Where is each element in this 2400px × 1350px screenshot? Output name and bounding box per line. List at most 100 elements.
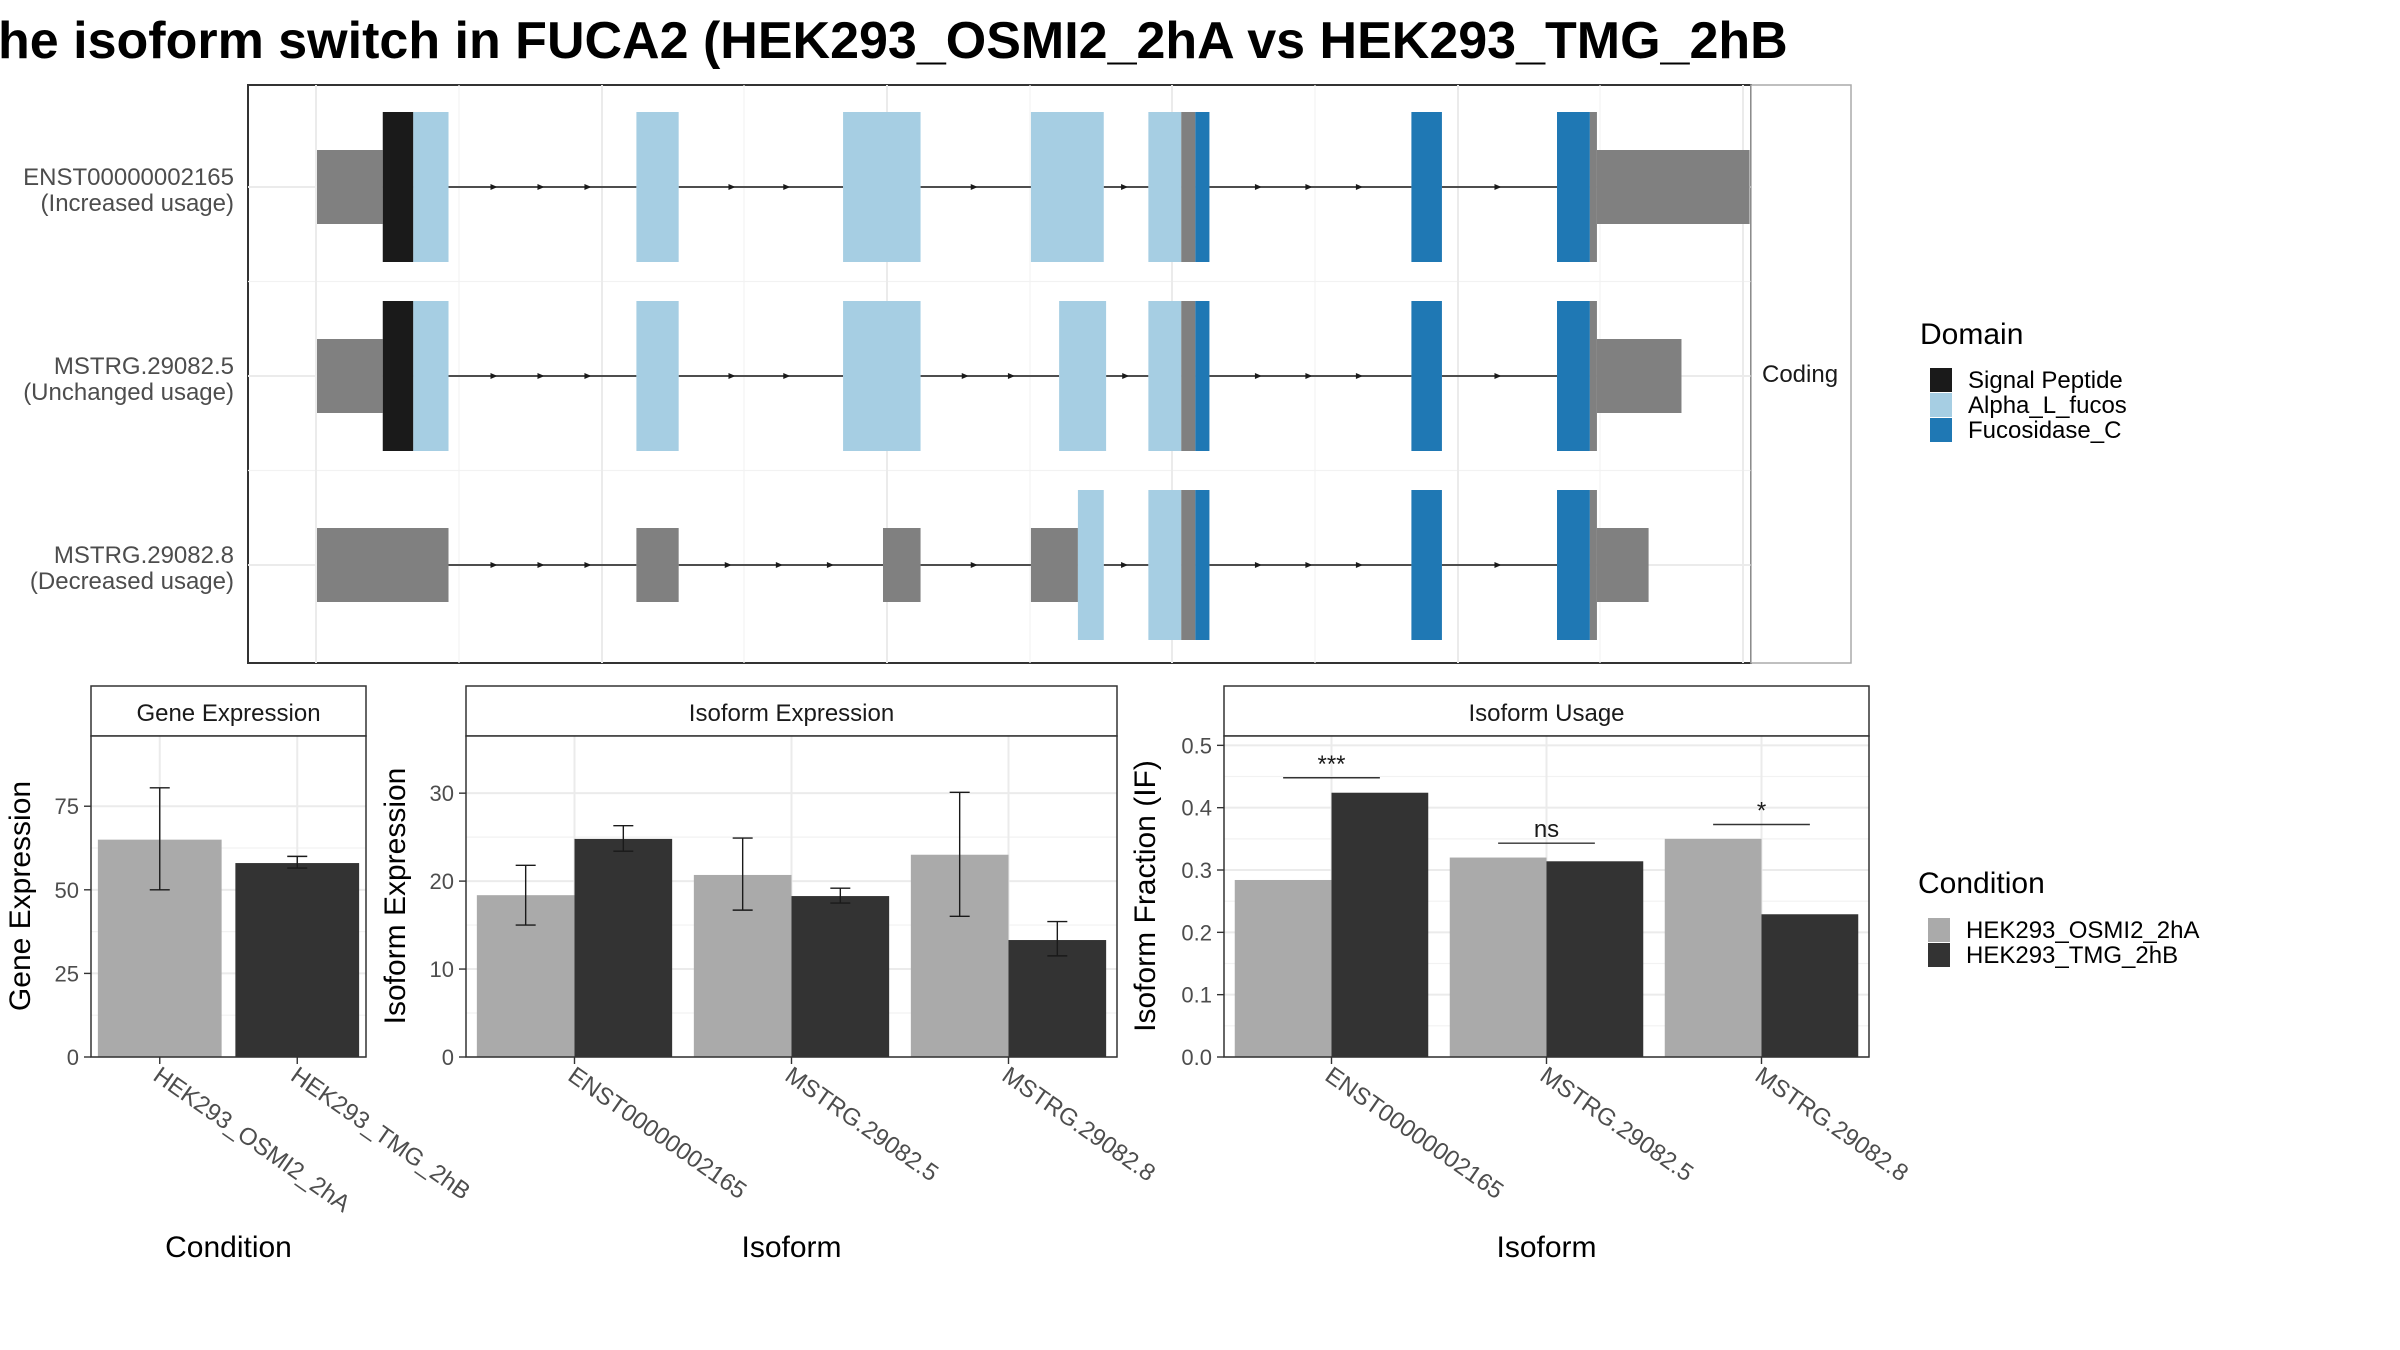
exon-segment [1059, 301, 1107, 451]
intron-arrowhead [1355, 373, 1363, 379]
intron-arrowhead [584, 184, 592, 190]
x-tick-label: MSTRG.29082.8 [997, 1062, 1160, 1187]
exon-segment [382, 301, 414, 451]
intron-arrowhead [490, 562, 498, 568]
intron-arrowhead [728, 373, 736, 379]
bar [791, 896, 890, 1057]
isoform-row-usage: (Increased usage) [41, 190, 234, 217]
exon-segment [1077, 490, 1104, 640]
exon-segment [1411, 301, 1442, 451]
intron-arrowhead [724, 562, 732, 568]
panel-title: Gene Expression [136, 700, 320, 727]
isoform-row-usage: (Unchanged usage) [23, 379, 234, 406]
exon-segment [636, 301, 679, 451]
exon-segment [1557, 112, 1590, 262]
intron-arrowhead [1122, 373, 1130, 379]
intron-arrowhead [1007, 373, 1015, 379]
exon-segment [1181, 301, 1196, 451]
exon-segment [1411, 490, 1442, 640]
exon-segment [1148, 490, 1182, 640]
exon-segment [1596, 150, 1750, 224]
exon-segment [1195, 490, 1210, 640]
intron-arrowhead [728, 184, 736, 190]
bar [574, 838, 673, 1057]
y-tick-label: 0 [67, 1045, 79, 1070]
coding-facet-strip [1750, 84, 1852, 664]
bar [1008, 940, 1107, 1057]
y-tick-label: 50 [55, 878, 79, 903]
significance-label: * [1757, 798, 1766, 825]
x-tick-label: MSTRG.29082.5 [1535, 1062, 1698, 1187]
domain-legend-swatch [1930, 368, 1952, 392]
exon-segment [1030, 528, 1078, 602]
domain-legend-label: Signal Peptide [1968, 367, 2123, 394]
exon-segment [1589, 490, 1597, 640]
expression-bar-panels: Gene Expression0255075HEK293_OSMI2_2hAHE… [4, 685, 1913, 1264]
exon-segment [317, 339, 383, 413]
intron-arrowhead [826, 562, 834, 568]
isoform-row-name: ENST00000002165 [23, 164, 234, 191]
panel-title-strip [1223, 685, 1870, 737]
y-axis-title: Gene Expression [4, 781, 37, 1011]
isoform-row-name: MSTRG.29082.5 [54, 353, 234, 380]
coding-facet-label: Coding [1762, 361, 1838, 388]
y-axis-title: Isoform Expression [379, 768, 412, 1025]
isoform-track [317, 301, 1682, 451]
isoform-structure-panel: Coding ENST00000002165(Increased usage) M… [23, 84, 1852, 664]
y-tick-label: 0.4 [1181, 796, 1212, 821]
exon-segment [1589, 112, 1597, 262]
x-tick-label: ENST00000002165 [1320, 1062, 1508, 1205]
intron-arrowhead [1305, 562, 1313, 568]
intron-arrowhead [1121, 184, 1129, 190]
x-tick-label: ENST00000002165 [563, 1062, 751, 1205]
intron-arrowhead [1494, 373, 1502, 379]
intron-arrowhead [1355, 562, 1363, 568]
intron-arrowhead [1305, 373, 1313, 379]
panel-title: Isoform Expression [689, 700, 894, 727]
exon-segment [413, 301, 449, 451]
y-tick-label: 20 [430, 869, 454, 894]
y-tick-label: 0.5 [1181, 733, 1212, 758]
y-tick-label: 0.0 [1181, 1045, 1212, 1070]
exon-segment [1148, 112, 1182, 262]
domain-legend-label: Fucosidase_C [1968, 417, 2121, 444]
exon-segment [1195, 112, 1210, 262]
bar-panel: Isoform Usage *** ns * 0.0 0.1 0.2 0.3 0.4 0.5 ENS… [1129, 685, 1913, 1264]
exon-segment [317, 150, 383, 224]
intron-arrowhead [537, 373, 545, 379]
panel-title: Isoform Usage [1468, 700, 1624, 727]
x-tick-label: MSTRG.29082.8 [1750, 1062, 1913, 1187]
intron-arrowhead [584, 373, 592, 379]
intron-arrowhead [584, 562, 592, 568]
exon-segment [843, 112, 921, 262]
exon-segment [1195, 301, 1210, 451]
intron-arrowhead [783, 373, 791, 379]
intron-arrowhead [537, 184, 545, 190]
exon-segment [1411, 112, 1442, 262]
intron-arrowhead [490, 184, 498, 190]
exon-segment [843, 301, 921, 451]
domain-legend: Domain Signal PeptideAlpha_L_fucosFucosi… [1920, 318, 2127, 444]
intron-arrowhead [1305, 184, 1313, 190]
isoform-track [317, 112, 1750, 262]
exon-segment [1181, 490, 1196, 640]
domain-legend-swatch [1930, 418, 1952, 442]
intron-arrowhead [1254, 373, 1262, 379]
y-tick-label: 10 [430, 957, 454, 982]
y-tick-label: 0.1 [1181, 983, 1212, 1008]
y-axis-title: Isoform Fraction (IF) [1129, 760, 1162, 1032]
exon-segment [1030, 112, 1104, 262]
condition-legend-swatch [1928, 918, 1950, 942]
panel-border [90, 735, 367, 1058]
intron-arrowhead [1494, 184, 1502, 190]
isoform-track [317, 490, 1649, 640]
intron-arrowhead [1355, 184, 1363, 190]
intron-arrowhead [970, 184, 978, 190]
domain-legend-title: Domain [1920, 318, 2023, 351]
bar [1449, 857, 1547, 1057]
x-axis-title: Condition [165, 1231, 292, 1264]
